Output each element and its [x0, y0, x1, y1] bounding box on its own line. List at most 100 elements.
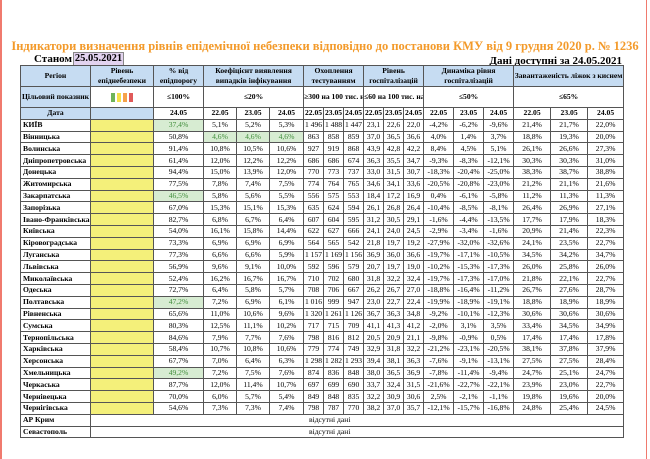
value-cell: 17,4%: [550, 331, 589, 344]
value-cell: 36,6: [403, 248, 425, 262]
value-cell: 6,4%: [203, 283, 237, 297]
value-cell: 10,0%: [268, 260, 305, 274]
value-cell: 27,6%: [550, 283, 589, 297]
value-cell: 34,7: [403, 154, 425, 167]
value-cell: 7,4%: [268, 401, 305, 415]
region-name: Полтавська: [20, 295, 91, 309]
value-cell: 12,0%: [268, 165, 305, 179]
value-cell: 22,0%: [587, 118, 625, 132]
value-cell: 36,9: [363, 248, 385, 262]
value-cell: -13,5%: [483, 213, 515, 226]
value-cell: 553: [343, 189, 365, 203]
epidemic-level-cell: [90, 130, 154, 144]
value-cell: 15,8%: [236, 224, 270, 238]
date-header: 22.05: [203, 107, 237, 120]
table-row: КИЇВ 37,4% 5,1% 5,2% 5,3% 1 496 1 488 1 447 23,1…: [20, 118, 625, 132]
value-cell: 31,8: [363, 272, 385, 285]
value-cell: 604: [323, 213, 345, 226]
table-row: Житомирська 77,5% 7,8% 7,4% 7,5% 774 764 765 34,…: [20, 177, 625, 191]
value-cell: 17,8%: [587, 331, 625, 344]
value-cell: 816: [323, 331, 345, 344]
header-pct: % від епідпорогу: [153, 65, 204, 87]
value-cell: 680: [343, 272, 365, 285]
value-cell: 10,5%: [236, 142, 270, 156]
value-cell: 12,0%: [203, 378, 237, 392]
value-cell: 80,3%: [153, 319, 204, 333]
header-testing: Охоплення тестуванням: [303, 65, 365, 87]
region-name: Чернігівська: [20, 401, 91, 415]
value-cell: -10,2%: [423, 260, 455, 274]
value-cell: 22,7%: [587, 272, 625, 285]
region-name: Харківська: [20, 342, 91, 356]
epidemic-level-cell: [90, 342, 154, 356]
value-cell: 30,6%: [550, 307, 589, 321]
value-cell: 6,9%: [236, 295, 270, 309]
value-cell: 10,6%: [268, 142, 305, 156]
page-title: Індикатори визначення рівнів епідемічної…: [11, 39, 639, 53]
value-cell: 5,8%: [203, 189, 237, 203]
value-cell: 22,4: [403, 295, 425, 309]
value-cell: 11,3%: [550, 189, 589, 203]
value-cell: 26,8: [383, 201, 405, 215]
value-cell: 7,6%: [268, 366, 305, 380]
value-cell: -17,3%: [453, 272, 485, 285]
value-cell: 835: [343, 390, 365, 403]
region-name: Рівненська: [20, 307, 91, 321]
value-cell: 764: [323, 177, 345, 191]
value-cell: -22,7%: [453, 378, 485, 392]
value-cell: 34,6: [363, 177, 385, 191]
value-cell: 18,8%: [513, 130, 552, 144]
value-cell: 31,8: [383, 342, 405, 356]
value-cell: 70,0%: [153, 390, 204, 403]
table-row: Чернігівська 54,6% 7,3% 7,3% 7,4% 798 787 770 38…: [20, 401, 625, 415]
value-cell: 34,5%: [513, 248, 552, 262]
target-pct: ≤100%: [153, 86, 204, 108]
value-cell: -12,1%: [423, 401, 455, 415]
value-cell: 30,9: [383, 390, 405, 403]
value-cell: 42,2: [403, 142, 425, 156]
value-cell: 4,6%: [268, 130, 305, 144]
date-label: Дата: [20, 107, 91, 120]
value-cell: 32,4: [403, 272, 425, 285]
value-cell: 26,4: [403, 201, 425, 215]
value-cell: 56,9%: [153, 260, 204, 274]
value-cell: 36,9: [403, 366, 425, 380]
value-cell: 37,8%: [550, 342, 589, 356]
epidemic-level-cell: [90, 260, 154, 274]
value-cell: 774: [303, 177, 325, 191]
value-cell: 46,5%: [153, 189, 204, 203]
value-cell: 61,4%: [153, 154, 204, 167]
level-red-swatch: [129, 92, 133, 102]
date-header: 24.05: [483, 107, 515, 120]
value-cell: 32,9: [363, 342, 385, 356]
value-cell: 24,7%: [513, 366, 552, 380]
date-header: 24.05: [343, 107, 365, 120]
value-cell: -22,1%: [483, 378, 515, 392]
value-cell: 22,0: [403, 118, 425, 132]
table-row: Запорізька 67,0% 15,3% 15,1% 15,3% 635 624 594 2…: [20, 201, 625, 215]
value-cell: 3,7%: [483, 130, 515, 144]
region-name: Київська: [20, 224, 91, 238]
value-cell: 565: [323, 236, 345, 250]
value-cell: 812: [343, 331, 365, 344]
value-cell: 18,9%: [550, 295, 589, 309]
value-cell: 36,0: [383, 248, 405, 262]
header-hosp: Рівень госпіталізацій: [363, 65, 425, 87]
value-cell: 24,1: [363, 224, 385, 238]
value-cell: 12,5%: [203, 319, 237, 333]
value-cell: 43,9: [363, 142, 385, 156]
value-cell: -15,3%: [453, 260, 485, 274]
value-cell: 94,4%: [153, 165, 204, 179]
value-cell: 26,0%: [587, 260, 625, 274]
value-cell: 50,8%: [153, 130, 204, 144]
value-cell: 1 447: [343, 118, 365, 132]
value-cell: 11,4%: [236, 378, 270, 392]
value-cell: -9,8%: [423, 331, 455, 344]
value-cell: 27,0: [403, 283, 425, 297]
value-cell: 927: [303, 142, 325, 156]
value-cell: -7,8%: [423, 366, 455, 380]
date-header: 22.05: [303, 107, 325, 120]
value-cell: 6,9%: [203, 236, 237, 250]
value-cell: 37,4%: [153, 118, 204, 132]
value-cell: 21,1: [403, 331, 425, 344]
